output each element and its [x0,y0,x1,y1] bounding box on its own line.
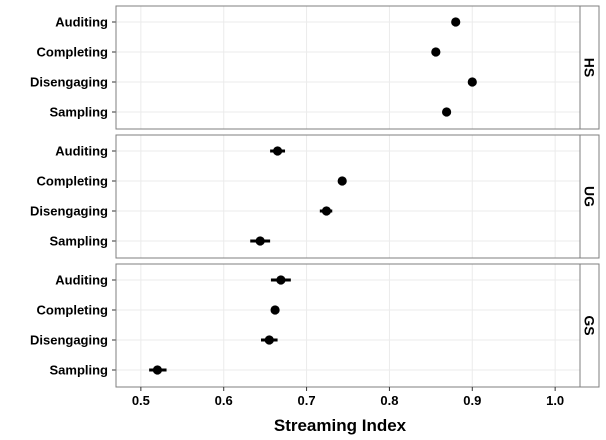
data-point [276,275,286,285]
facet-strip-label: GS [582,315,598,335]
y-tick-label: Completing [37,174,109,189]
panel-gs: Auditing Completing Disengaging Sampling GS [30,263,600,388]
y-tick-label: Sampling [49,363,108,378]
data-point [467,77,477,87]
x-tick-label: 0.8 [380,393,398,408]
facet-strip [579,5,600,130]
data-point [255,236,265,246]
panel-ug: Auditing Completing Disengaging Sampling UG [30,134,600,259]
panel-hs: Auditing Completing Disengaging Sampling HS [30,5,600,130]
data-point [451,17,461,27]
y-tick-label: Auditing [55,273,108,288]
data-point [270,305,280,315]
facet-strip-label: HS [582,58,598,77]
x-tick-label: 1.0 [546,393,564,408]
data-point [264,335,274,345]
facet-strip [579,134,600,259]
facet-strip-label: UG [582,186,598,207]
y-tick-label: Disengaging [30,204,108,219]
x-tick-label: 0.9 [463,393,481,408]
x-tick-label: 0.6 [215,393,233,408]
data-point [337,176,347,186]
y-tick-label: Sampling [49,234,108,249]
x-axis: 0.5 0.6 0.7 0.8 0.9 1.0 [132,387,564,408]
data-point [442,107,452,117]
data-point [321,206,332,216]
data-point [431,47,441,57]
data-point [152,365,163,375]
y-tick-label: Disengaging [30,75,108,90]
x-tick-label: 0.7 [298,393,316,408]
panel-background [116,264,580,387]
facet-strip [579,263,600,388]
y-tick-label: Completing [37,45,109,60]
x-tick-label: 0.5 [132,393,150,408]
y-tick-label: Auditing [55,144,108,159]
data-point [272,146,283,156]
panel-background [116,6,580,129]
y-tick-label: Disengaging [30,333,108,348]
x-axis-title: Streaming Index [274,416,407,435]
y-tick-label: Completing [37,303,109,318]
y-tick-label: Auditing [55,15,108,30]
y-tick-label: Sampling [49,105,108,120]
panels: AuditingCompletingDisengagingSamplingHSA… [30,5,600,388]
panel-background [116,135,580,258]
